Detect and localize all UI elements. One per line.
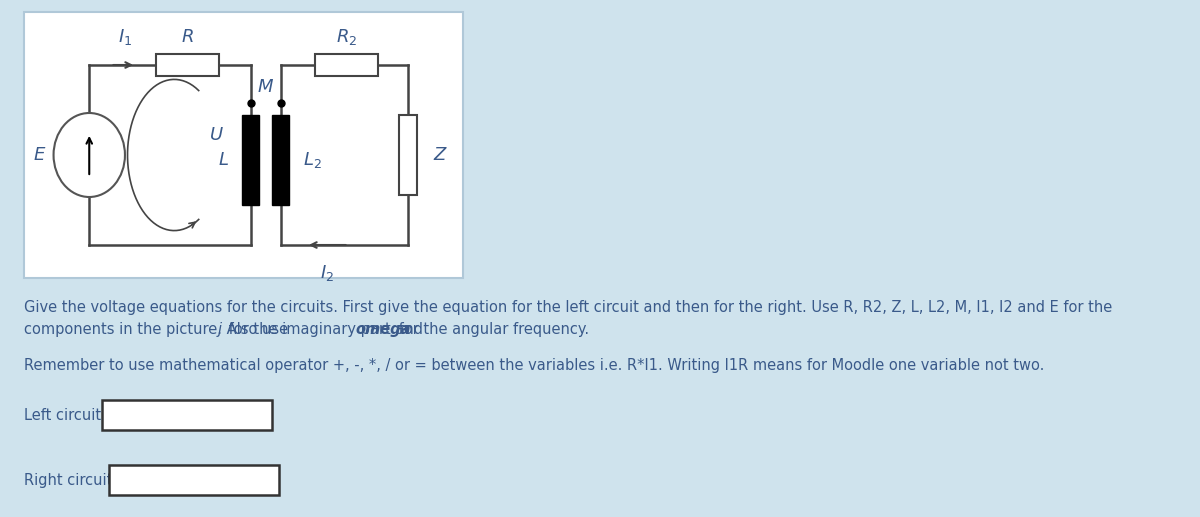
Bar [102, 400, 272, 430]
Text: Remember to use mathematical operator +, -, *, / or = between the variables i.e.: Remember to use mathematical operator +,… [24, 358, 1044, 373]
Text: Left circuit:: Left circuit: [24, 407, 106, 422]
Text: for the imaginary part and: for the imaginary part and [223, 322, 427, 337]
Text: $M$: $M$ [257, 78, 274, 96]
Text: components in the picture. Also use: components in the picture. Also use [24, 322, 293, 337]
Text: $R$: $R$ [181, 28, 194, 46]
Text: $L_2$: $L_2$ [304, 150, 323, 170]
Text: $I_2$: $I_2$ [320, 263, 335, 283]
Text: Right circuit:: Right circuit: [24, 473, 118, 488]
Text: $I_1$: $I_1$ [118, 27, 132, 47]
Text: omega: omega [355, 322, 410, 337]
Text: $R_2$: $R_2$ [336, 27, 358, 47]
Bar [156, 54, 220, 76]
Text: for the angular frequency.: for the angular frequency. [394, 322, 589, 337]
Text: Give the voltage equations for the circuits. First give the equation for the lef: Give the voltage equations for the circu… [24, 300, 1112, 315]
Text: $E$: $E$ [34, 146, 47, 164]
Text: j: j [217, 322, 222, 337]
Text: $Z$: $Z$ [433, 146, 448, 164]
Bar [242, 115, 259, 205]
Text: $L$: $L$ [218, 151, 229, 169]
Bar [24, 12, 463, 278]
Text: $U$: $U$ [209, 126, 224, 144]
Bar [272, 115, 289, 205]
Bar [314, 54, 378, 76]
Bar [398, 115, 418, 195]
Bar [109, 465, 278, 495]
Circle shape [54, 113, 125, 197]
